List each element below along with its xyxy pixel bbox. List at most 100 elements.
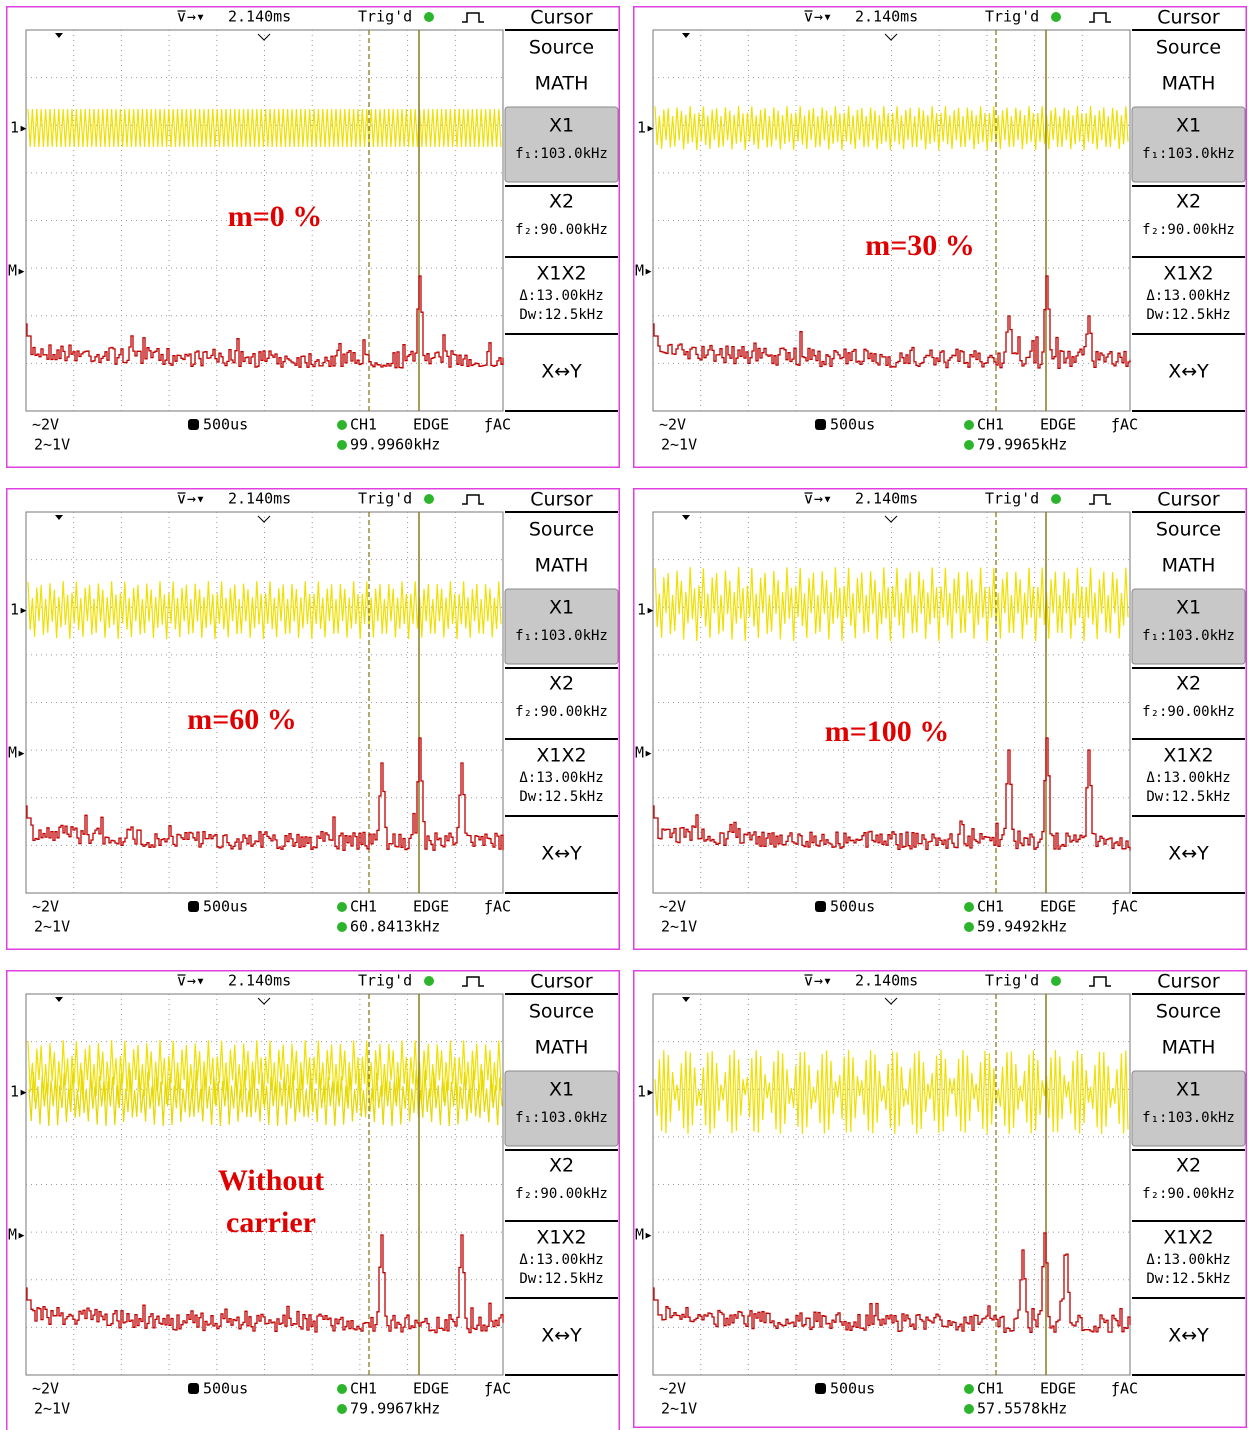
menu-item: Source	[529, 37, 594, 59]
menu-item: MATH	[535, 555, 589, 577]
menu-item: f₁:103.0kHz	[1142, 146, 1235, 162]
menu-item: f₂:90.00kHz	[515, 1186, 608, 1202]
menu-item: X1	[549, 597, 574, 619]
menu-item: MATH	[1162, 73, 1216, 95]
ch2-scale: 2~1V	[661, 436, 697, 454]
coupling: AC	[493, 416, 511, 434]
freq-icon	[964, 440, 974, 450]
trig-icon	[337, 902, 347, 912]
menu-item: Source	[529, 519, 594, 541]
trigger-led	[424, 12, 434, 22]
trig-source: CH1	[350, 898, 377, 916]
menu-item: Dw:12.5kHz	[519, 789, 603, 805]
scope-screen: 1▸M▸⊽→▾2.140msTrig'dCursorSourceMATHX1f₁…	[633, 970, 1248, 1428]
math-marker: M▸	[635, 1226, 653, 1244]
math-marker: M▸	[8, 744, 26, 762]
modulation-label: m=30 %	[865, 229, 975, 262]
timebase: 2.140ms	[228, 8, 291, 26]
menu-item: f₁:103.0kHz	[515, 628, 608, 644]
trig-type: EDGE	[413, 1380, 449, 1398]
trigger-status: Trig'd	[358, 8, 412, 26]
trig-source: CH1	[350, 416, 377, 434]
menu-title: Cursor	[1157, 971, 1220, 993]
menu-title: Cursor	[1157, 7, 1220, 29]
menu-item: Source	[1156, 519, 1221, 541]
menu-item: MATH	[535, 1037, 589, 1059]
ch1-scale: ~2V	[32, 416, 59, 434]
frequency: 79.9965kHz	[977, 436, 1067, 454]
menu-item: X1	[1176, 115, 1201, 137]
coupling: AC	[1120, 1380, 1138, 1398]
time-icon	[188, 419, 199, 430]
time-icon	[815, 901, 826, 912]
ch1-scale: ~2V	[32, 898, 59, 916]
trigger-status: Trig'd	[358, 490, 412, 508]
trig-source: CH1	[350, 1380, 377, 1398]
menu-title: Cursor	[1157, 489, 1220, 511]
modulation-label: m=0 %	[228, 200, 323, 233]
timebase-icon: ⊽→▾	[803, 490, 832, 508]
menu-item: Δ:13.00kHz	[1146, 288, 1230, 304]
trig-type: EDGE	[413, 898, 449, 916]
trig-icon	[964, 902, 974, 912]
timebase-icon: ⊽→▾	[176, 490, 205, 508]
trig-type: EDGE	[413, 416, 449, 434]
menu-item: X2	[549, 673, 574, 695]
menu-title: Cursor	[530, 489, 593, 511]
menu-item: Source	[1156, 37, 1221, 59]
menu-item: Δ:13.00kHz	[519, 770, 603, 786]
menu-item: f₁:103.0kHz	[515, 1110, 608, 1126]
trig-type: EDGE	[1040, 416, 1076, 434]
modulation-label: m=60 %	[187, 703, 297, 736]
menu-item: Source	[529, 1001, 594, 1023]
trig-source: CH1	[977, 898, 1004, 916]
menu-item: MATH	[535, 73, 589, 95]
ch2-scale: 2~1V	[34, 1400, 70, 1418]
trig-icon	[337, 1384, 347, 1394]
timebase: 2.140ms	[855, 490, 918, 508]
math-marker: M▸	[635, 744, 653, 762]
time-div: 500us	[203, 1380, 248, 1398]
menu-item: X1X2	[536, 263, 586, 285]
ch1-scale: ~2V	[32, 1380, 59, 1398]
trigger-status: Trig'd	[985, 490, 1039, 508]
math-marker: M▸	[8, 262, 26, 280]
menu-item: Δ:13.00kHz	[519, 1252, 603, 1268]
ch1-marker: 1▸	[637, 601, 655, 619]
coupling: AC	[493, 1380, 511, 1398]
menu-item: f₁:103.0kHz	[1142, 628, 1235, 644]
menu-item: X1	[549, 115, 574, 137]
menu-item: f₁:103.0kHz	[515, 146, 608, 162]
menu-item: X2	[549, 1155, 574, 1177]
time-icon	[188, 901, 199, 912]
menu-item: X↔Y	[541, 843, 582, 865]
menu-item: Δ:13.00kHz	[519, 288, 603, 304]
trig-icon	[964, 420, 974, 430]
ch1-scale: ~2V	[659, 1380, 686, 1398]
ch1-marker: 1▸	[10, 1083, 28, 1101]
ch2-scale: 2~1V	[34, 436, 70, 454]
menu-item: X1X2	[1163, 263, 1213, 285]
timebase-icon: ⊽→▾	[176, 8, 205, 26]
frequency: 57.5578kHz	[977, 1400, 1067, 1418]
trigger-status: Trig'd	[358, 972, 412, 990]
freq-icon	[964, 1404, 974, 1414]
menu-item: X↔Y	[1168, 361, 1209, 383]
frequency: 79.9967kHz	[350, 1400, 440, 1418]
freq-icon	[964, 922, 974, 932]
menu-item: Δ:13.00kHz	[1146, 1252, 1230, 1268]
ch2-scale: 2~1V	[34, 918, 70, 936]
menu-item: MATH	[1162, 555, 1216, 577]
menu-item: X1X2	[1163, 745, 1213, 767]
time-div: 500us	[203, 898, 248, 916]
freq-icon	[337, 1404, 347, 1414]
ch1-scale: ~2V	[659, 898, 686, 916]
trigger-status: Trig'd	[985, 972, 1039, 990]
trigger-led	[424, 494, 434, 504]
menu-title: Cursor	[530, 971, 593, 993]
menu-item: X1	[1176, 1079, 1201, 1101]
coupling: AC	[1120, 416, 1138, 434]
menu-item: Dw:12.5kHz	[1146, 1271, 1230, 1287]
